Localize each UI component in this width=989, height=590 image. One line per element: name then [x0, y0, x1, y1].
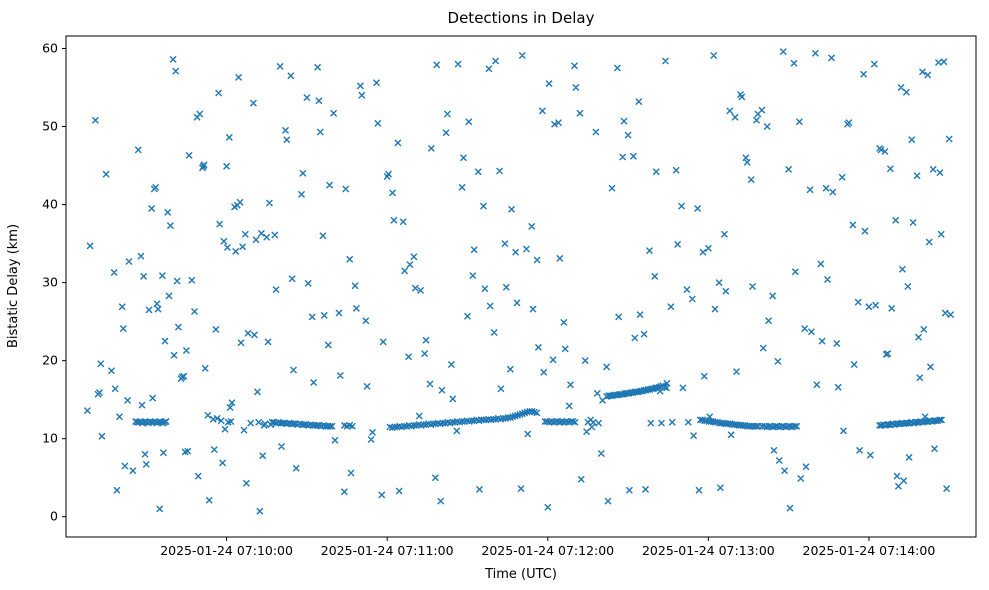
y-tick-label: 60 — [42, 40, 58, 55]
y-tick-label: 20 — [42, 353, 58, 368]
x-tick-label: 2025-01-24 07:11:00 — [321, 543, 454, 558]
x-tick-label: 2025-01-24 07:13:00 — [642, 543, 775, 558]
x-tick-label: 2025-01-24 07:10:00 — [160, 543, 293, 558]
scatter-points — [83, 48, 955, 515]
x-axis-label: Time (UTC) — [484, 567, 557, 582]
y-tick-label: 10 — [42, 431, 58, 446]
plot-border — [65, 35, 977, 538]
tick-layer: 2025-01-24 07:10:00 2025-01-24 07:11:00 20… — [42, 40, 935, 558]
x-tick-label: 2025-01-24 07:12:00 — [481, 543, 614, 558]
y-tick-label: 30 — [42, 275, 58, 290]
y-axis-label: Bistatic Delay (km) — [6, 224, 21, 348]
y-tick-label: 40 — [42, 197, 58, 212]
marker-layer — [83, 48, 955, 515]
y-tick-label: 50 — [42, 119, 58, 134]
chart-title: Detections in Delay — [448, 9, 595, 27]
y-tick-label: 0 — [50, 509, 58, 524]
x-tick-label: 2025-01-24 07:14:00 — [803, 543, 936, 558]
